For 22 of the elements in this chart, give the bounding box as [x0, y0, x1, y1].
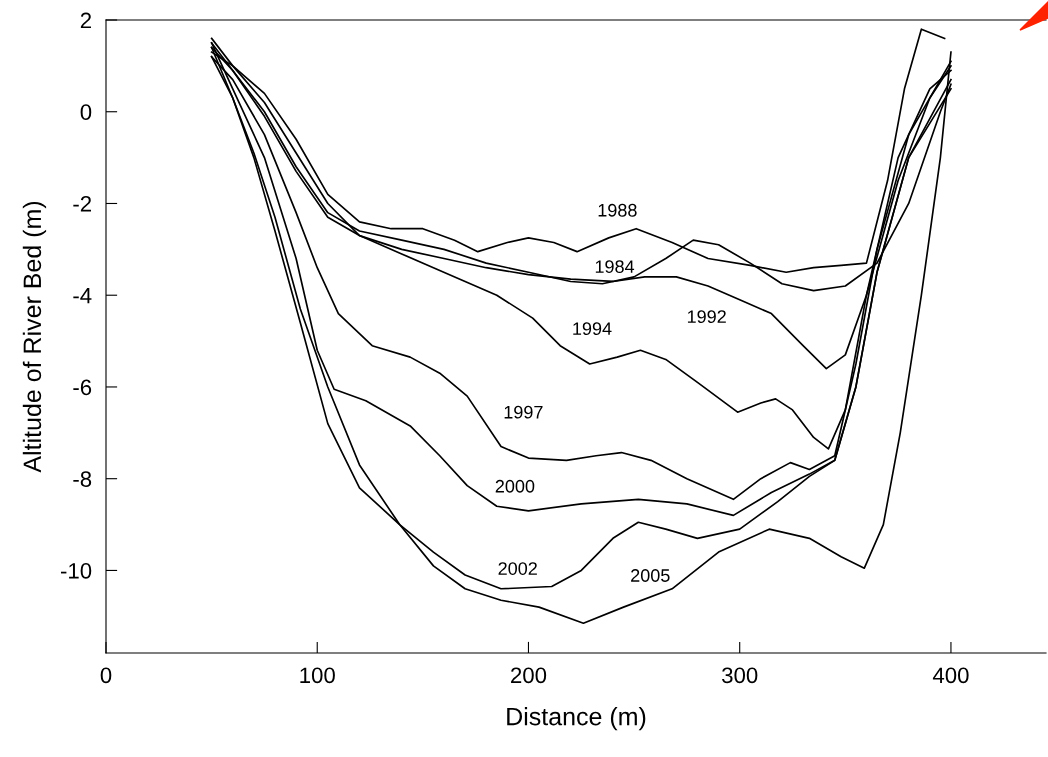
x-tick-label: 300	[722, 667, 758, 684]
x-tick-label: 400	[932, 667, 969, 684]
series-label: 2005	[631, 569, 670, 582]
series-label: 2002	[498, 562, 537, 575]
x-tick-label: 100	[300, 667, 335, 684]
series-label: 1992	[687, 310, 726, 323]
y-tick-label: -4	[73, 287, 92, 304]
x-tick-label: 0	[100, 667, 112, 684]
x-axis-title: Distance (m)	[507, 707, 646, 731]
y-tick-label: -2	[73, 196, 91, 212]
y-axis-title: Altitude of River Bed (m)	[22, 201, 47, 473]
x-tick-label: 200	[511, 667, 547, 684]
y-tick-label: -6	[73, 379, 92, 396]
series-label: 1994	[573, 322, 612, 336]
y-tick-label: 2	[80, 12, 91, 29]
y-tick-label: -10	[60, 562, 92, 579]
series-label: 1988	[598, 203, 637, 217]
y-tick-label: 0	[80, 104, 92, 121]
series-label: 1984	[595, 260, 635, 273]
series-label: 1997	[504, 405, 543, 419]
series-label: 2000	[495, 479, 535, 493]
y-tick-label: -8	[73, 471, 92, 487]
